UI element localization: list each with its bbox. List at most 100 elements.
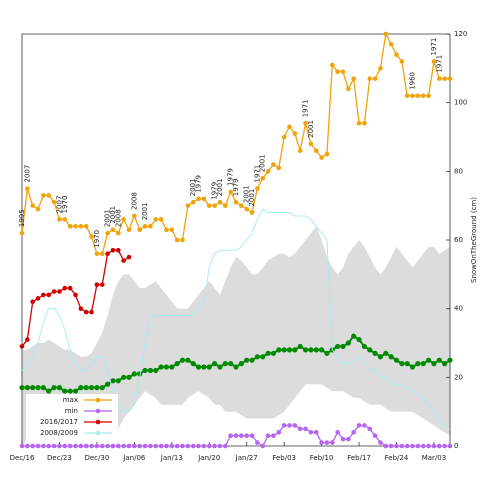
data-point bbox=[302, 347, 309, 353]
data-point bbox=[94, 443, 100, 449]
data-point bbox=[442, 443, 447, 449]
data-point bbox=[330, 440, 335, 445]
data-point bbox=[447, 357, 453, 363]
data-point bbox=[67, 443, 73, 449]
data-point bbox=[99, 282, 105, 287]
data-point bbox=[78, 223, 84, 229]
annotation: 1979 bbox=[232, 178, 240, 196]
data-point bbox=[281, 423, 287, 428]
data-point bbox=[297, 426, 303, 432]
data-point bbox=[383, 443, 389, 449]
legend-box bbox=[26, 394, 118, 442]
data-point bbox=[351, 429, 357, 435]
data-point bbox=[67, 285, 73, 291]
data-point bbox=[436, 357, 442, 363]
data-point bbox=[244, 433, 249, 439]
data-point bbox=[281, 134, 287, 140]
annotation: 2007 bbox=[23, 165, 31, 183]
data-point bbox=[83, 223, 89, 229]
data-point bbox=[25, 337, 30, 342]
x-tick-label: Jan/20 bbox=[197, 454, 220, 462]
data-point bbox=[265, 350, 271, 356]
y-tick-label: 0 bbox=[454, 442, 458, 450]
x-tick-label: Feb/24 bbox=[385, 454, 409, 462]
y-tick-label: 20 bbox=[454, 373, 463, 381]
data-point bbox=[420, 443, 426, 449]
data-point bbox=[30, 299, 35, 305]
data-point bbox=[399, 59, 405, 64]
annotation: 1971 bbox=[253, 165, 261, 183]
data-point bbox=[372, 433, 378, 439]
data-point bbox=[394, 443, 399, 449]
data-point bbox=[426, 93, 431, 99]
data-point bbox=[324, 151, 330, 157]
data-point bbox=[57, 217, 62, 222]
data-point bbox=[404, 443, 410, 449]
data-point bbox=[148, 223, 153, 229]
data-point bbox=[222, 361, 228, 367]
data-point bbox=[78, 385, 84, 391]
data-point bbox=[24, 385, 30, 391]
data-point bbox=[35, 296, 41, 301]
data-point bbox=[25, 443, 30, 449]
annotation: 1971 bbox=[430, 38, 438, 56]
data-point bbox=[190, 361, 196, 367]
data-point bbox=[340, 69, 346, 75]
data-point bbox=[420, 361, 426, 367]
data-point bbox=[319, 155, 324, 160]
data-point bbox=[115, 378, 121, 384]
data-point bbox=[51, 199, 57, 205]
x-tick-label: Feb/03 bbox=[272, 454, 296, 462]
data-point bbox=[73, 292, 78, 298]
data-point bbox=[137, 371, 143, 377]
data-point bbox=[174, 443, 180, 449]
data-point bbox=[62, 285, 68, 291]
data-point bbox=[174, 237, 180, 243]
data-point bbox=[377, 354, 384, 360]
annotation: 2008 bbox=[114, 209, 122, 227]
data-point bbox=[394, 52, 399, 57]
data-point bbox=[110, 227, 116, 232]
data-point bbox=[105, 443, 110, 449]
data-point bbox=[201, 196, 207, 202]
annotation: 2001 bbox=[259, 154, 267, 172]
data-point bbox=[153, 443, 159, 449]
data-point bbox=[313, 347, 319, 353]
annotation: 1970 bbox=[93, 230, 101, 248]
data-point bbox=[116, 443, 121, 449]
data-point bbox=[223, 203, 228, 208]
legend-marker bbox=[95, 397, 101, 403]
data-point bbox=[233, 199, 239, 205]
data-point bbox=[362, 120, 367, 126]
data-point bbox=[57, 443, 62, 449]
data-point bbox=[30, 443, 35, 449]
data-point bbox=[46, 193, 52, 198]
data-point bbox=[346, 436, 351, 442]
data-point bbox=[297, 148, 303, 154]
data-point bbox=[271, 162, 276, 167]
data-point bbox=[404, 361, 410, 367]
data-point bbox=[116, 230, 121, 236]
data-point bbox=[153, 367, 159, 374]
data-point bbox=[46, 443, 52, 449]
data-point bbox=[212, 361, 218, 367]
data-point bbox=[308, 347, 314, 353]
data-point bbox=[292, 423, 298, 428]
data-point bbox=[83, 385, 89, 391]
annotation: 2001 bbox=[104, 209, 112, 227]
data-point bbox=[254, 354, 260, 360]
data-point bbox=[67, 223, 73, 229]
annotation: 1960 bbox=[409, 72, 417, 90]
annotation: 2001 bbox=[189, 178, 197, 196]
data-point bbox=[238, 361, 244, 367]
data-point bbox=[212, 443, 217, 449]
data-point bbox=[185, 443, 191, 449]
data-point bbox=[201, 443, 207, 449]
data-point bbox=[437, 443, 442, 449]
data-point bbox=[319, 440, 324, 445]
data-point bbox=[255, 440, 260, 445]
data-point bbox=[179, 357, 186, 363]
data-point bbox=[378, 440, 383, 445]
data-point bbox=[265, 169, 271, 174]
